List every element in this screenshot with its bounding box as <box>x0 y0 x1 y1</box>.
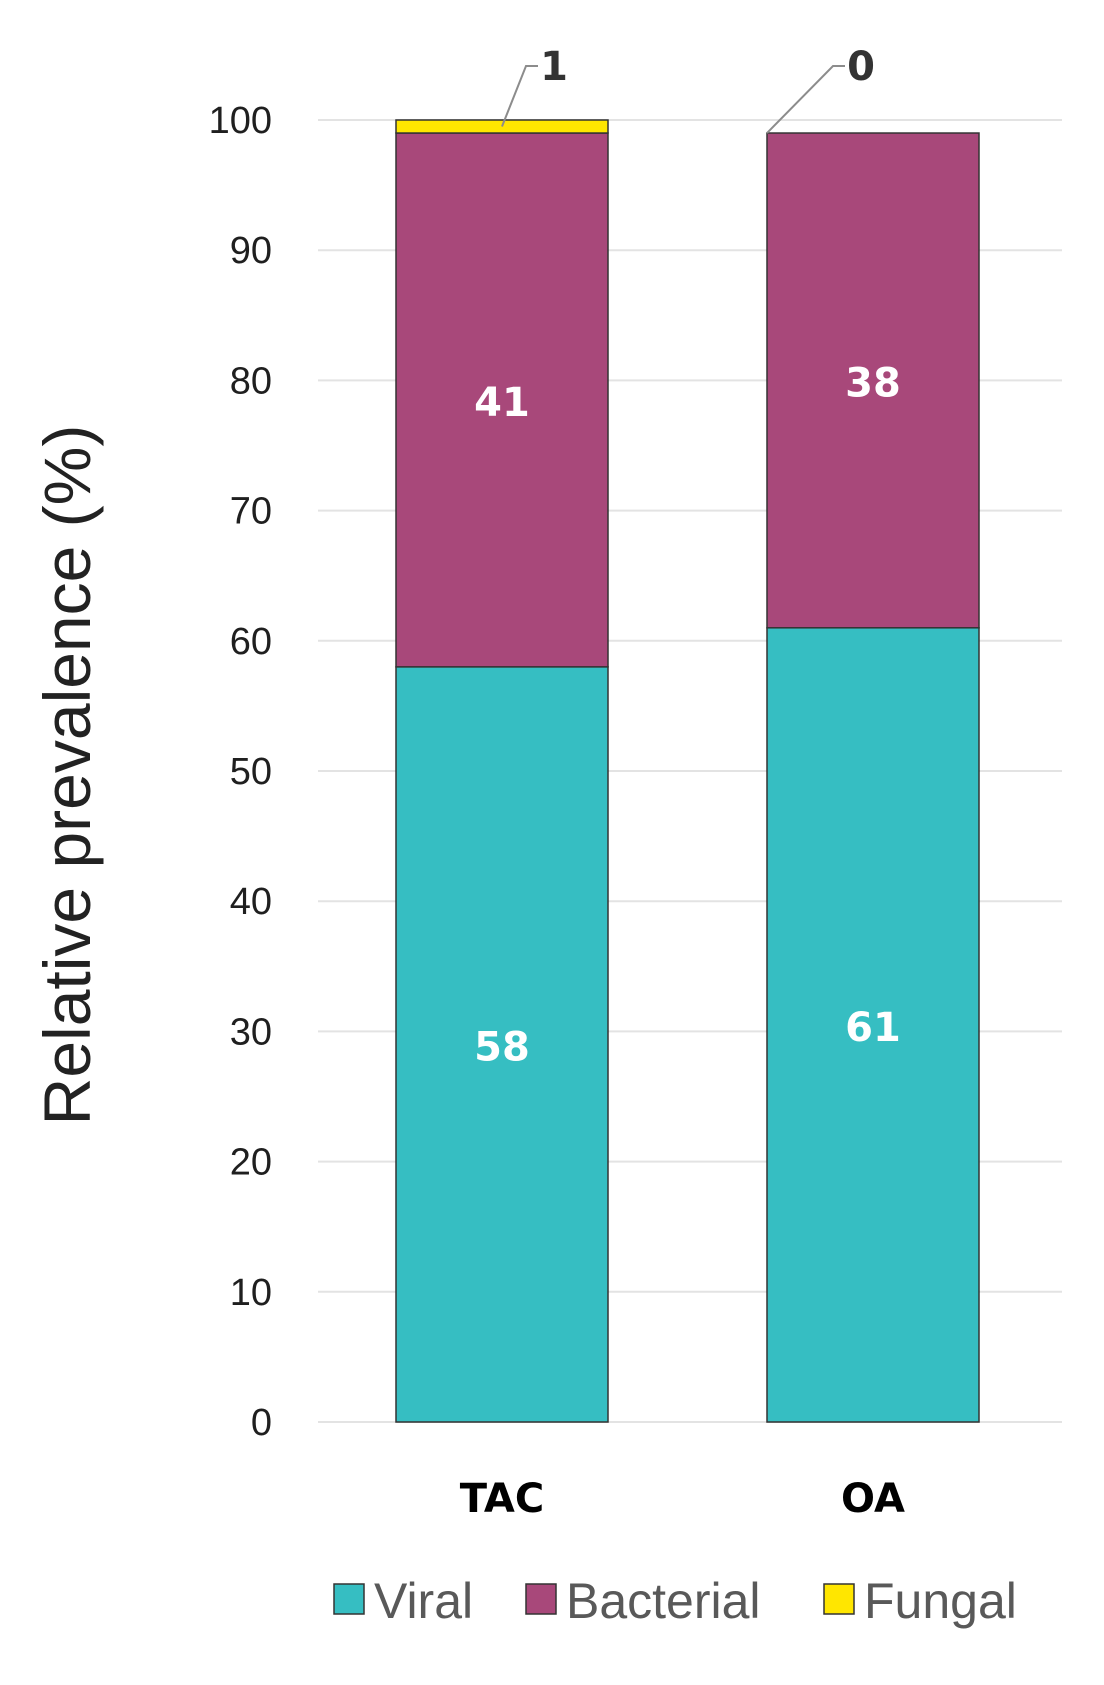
callout-label-tac: 1 <box>540 44 568 90</box>
data-label-viral-tac: 58 <box>474 1024 530 1070</box>
y-axis-ticks: 0 10 20 30 40 50 60 70 80 90 100 <box>209 100 272 1444</box>
legend-swatch-viral <box>333 1583 365 1615</box>
legend-swatch-fungal <box>823 1583 855 1615</box>
legend-swatch-bacterial <box>525 1583 557 1615</box>
legend-label-fungal: Fungal <box>864 1573 1017 1629</box>
callout-leader-line <box>766 65 845 134</box>
y-tick-label: 90 <box>230 230 272 272</box>
x-category-label: OA <box>841 1476 905 1522</box>
data-label-bacterial-tac: 41 <box>474 380 530 426</box>
y-tick-label: 100 <box>209 100 272 142</box>
bar-segment-viral-tac <box>395 666 609 1423</box>
y-axis-title: Relative prevalence (%) <box>30 425 104 1126</box>
bars <box>395 119 980 1423</box>
y-tick-label: 80 <box>230 360 272 402</box>
legend-label-viral: Viral <box>374 1573 473 1629</box>
y-tick-label: 30 <box>230 1011 272 1053</box>
y-tick-label: 70 <box>230 491 272 533</box>
y-tick-label: 20 <box>230 1142 272 1184</box>
x-axis-categories: TAC OA <box>460 1476 905 1522</box>
legend-label-bacterial: Bacterial <box>566 1573 761 1629</box>
y-tick-label: 40 <box>230 881 272 923</box>
data-label-bacterial-oa: 38 <box>845 360 901 406</box>
y-tick-label: 50 <box>230 751 272 793</box>
data-label-viral-oa: 61 <box>845 1005 901 1051</box>
legend: Viral Bacterial Fungal <box>333 1573 1017 1629</box>
y-tick-label: 0 <box>251 1402 272 1444</box>
x-category-label: TAC <box>460 1476 545 1522</box>
bar-segment-bacterial-oa <box>766 132 980 629</box>
bar-segment-bacterial-tac <box>395 132 609 668</box>
callout-label-oa: 0 <box>847 44 875 90</box>
segment-data-labels: 58 41 61 38 <box>474 360 901 1070</box>
bar-segment-viral-oa <box>766 627 980 1423</box>
y-tick-label: 10 <box>230 1272 272 1314</box>
y-tick-label: 60 <box>230 621 272 663</box>
callout-leader-line <box>501 65 538 127</box>
